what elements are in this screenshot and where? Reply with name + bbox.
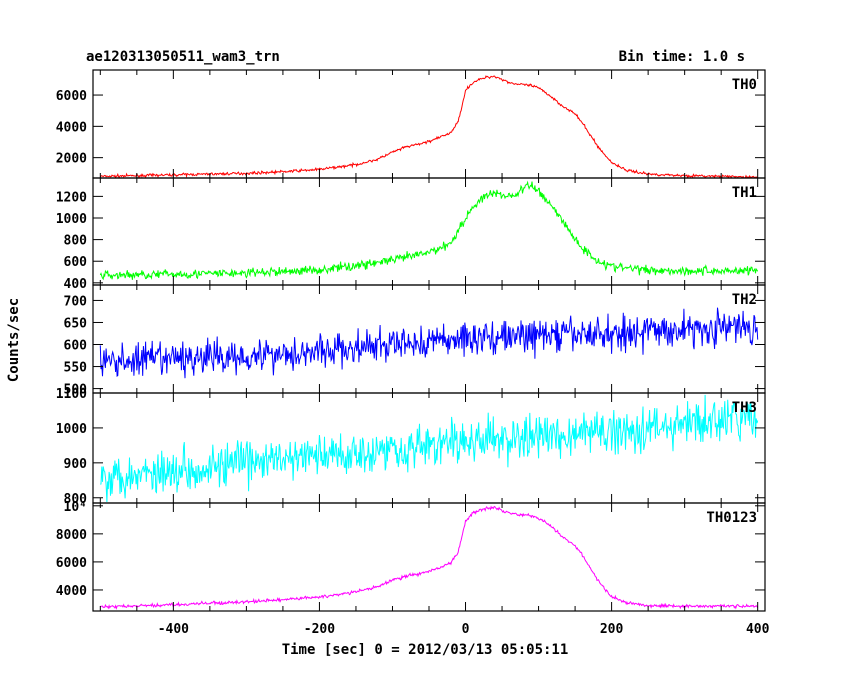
- x-tick-label: 400: [746, 622, 770, 637]
- y-tick-label: 1100: [56, 387, 87, 402]
- series-line-th1: [99, 180, 759, 281]
- y-tick-label: 2000: [56, 152, 87, 167]
- series-line-th0123: [100, 505, 759, 610]
- y-tick-label: 6000: [56, 89, 87, 104]
- panel-label-th0123: TH0123: [706, 510, 757, 526]
- y-tick-label: 800: [64, 492, 88, 507]
- y-axis-label: Counts/sec: [6, 298, 22, 382]
- y-tick-label: 800: [64, 234, 88, 249]
- panel-label-th3: TH3: [732, 400, 757, 416]
- chart-title: ae120313050511_wam3_trn: [86, 49, 280, 65]
- series-line-th2: [99, 307, 759, 379]
- y-tick-label: 900: [64, 457, 88, 472]
- panel-th0123: 4000 6000 8000 10⁴ TH0123: [56, 500, 766, 612]
- panel-label-th0: TH0: [732, 77, 757, 93]
- y-tick-label: 10⁴: [64, 500, 87, 515]
- y-tick-label: 1000: [56, 422, 87, 437]
- panel-frame: [92, 502, 766, 612]
- y-tick-label: 700: [64, 294, 88, 309]
- y-tick-label: 4000: [56, 120, 87, 135]
- panel-th0: 2000 4000 6000 TH0: [56, 69, 766, 179]
- panel-label-th2: TH2: [732, 292, 757, 308]
- panel-th3: 800 900 1000 1100 TH3: [56, 387, 766, 507]
- y-tick-label: 6000: [56, 556, 87, 571]
- panel-frame: [92, 69, 766, 179]
- panel-label-th1: TH1: [732, 185, 757, 201]
- panel-frame: [92, 177, 766, 286]
- y-tick-label: 8000: [56, 528, 87, 543]
- y-tick-label: 550: [64, 361, 88, 376]
- y-tick-label: 650: [64, 316, 88, 331]
- series-line-th3: [100, 394, 759, 503]
- x-tick-label: 0: [462, 622, 470, 637]
- panel-th1: 400 600 800 1000 1200 TH1: [56, 177, 766, 292]
- x-axis-label: Time [sec] 0 = 2012/03/13 05:05:11: [282, 642, 569, 658]
- series-line-th0: [99, 75, 759, 178]
- panel-th2: 500 550 600 650 700 TH2: [64, 284, 766, 398]
- y-tick-label: 600: [64, 339, 88, 354]
- y-tick-label: 500: [64, 383, 88, 398]
- x-tick-label: -400: [158, 622, 189, 637]
- y-tick-label: 600: [64, 255, 88, 270]
- y-tick-label: 400: [64, 277, 88, 292]
- y-tick-label: 1200: [56, 190, 87, 205]
- y-tick-label: 1000: [56, 212, 87, 227]
- chart-subtitle: Bin time: 1.0 s: [619, 49, 745, 65]
- x-tick-label: -200: [304, 622, 335, 637]
- x-tick-label: 200: [600, 622, 624, 637]
- y-tick-label: 4000: [56, 584, 87, 599]
